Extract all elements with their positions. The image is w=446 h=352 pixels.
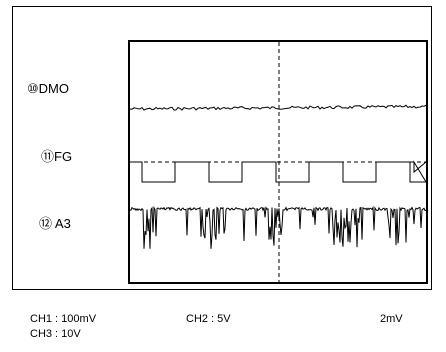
waveform-plot bbox=[130, 42, 426, 282]
oscilloscope-screen bbox=[128, 40, 428, 284]
dmo-trace bbox=[130, 104, 426, 111]
ch3-scale: CH3 : 10V bbox=[30, 328, 81, 340]
oscilloscope-frame: ⑩DMO ⑪FG ⑫ A3 bbox=[12, 6, 432, 290]
timebase-scale: 2mV bbox=[380, 313, 403, 325]
a3-label: ⑫ A3 bbox=[39, 216, 71, 231]
dmo-label: ⑩DMO bbox=[27, 81, 69, 96]
ch2-scale: CH2 : 5V bbox=[186, 313, 231, 325]
a3-trace bbox=[130, 205, 426, 249]
fg-label: ⑪FG bbox=[41, 149, 73, 164]
fg-trace bbox=[130, 160, 426, 183]
ch1-scale: CH1 : 100mV bbox=[30, 313, 97, 325]
